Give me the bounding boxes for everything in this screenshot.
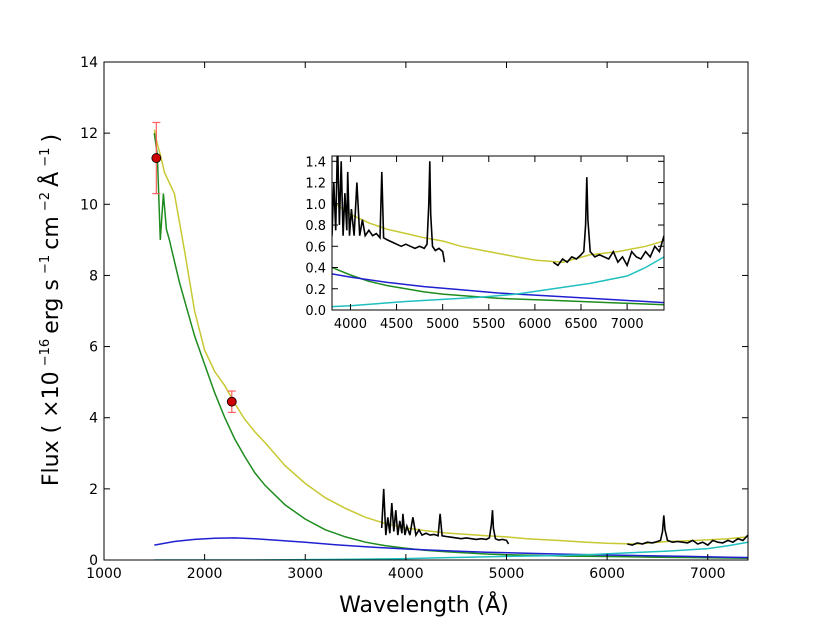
main-y-tick-label: 4 — [89, 411, 98, 427]
x-axis-title: Wavelength (Å) — [339, 591, 509, 618]
inset-frame — [331, 155, 665, 311]
inset-series-blue_model — [332, 273, 664, 304]
inset-y-tick-label: 0.4 — [305, 262, 326, 277]
main-series-green_model — [153, 132, 748, 559]
y-axis-title-prefix: Flux ( ×10 — [39, 371, 64, 486]
y-axis-title-exp4: −1 — [38, 148, 53, 167]
main-axes: 1000 2000 3000 4000 5000 6000 7000 0 2 4 6 8 10 12 14 — [80, 55, 749, 582]
inset-axes: 4000 4500 5000 5500 6000 6500 7000 0.0 0.2 0.4 0.6… — [305, 155, 665, 332]
main-series-observed — [627, 515, 748, 547]
inset-x-tick-label: 6500 — [564, 317, 597, 332]
inset-y-tick-label: 0.0 — [305, 304, 326, 319]
main-x-tick-label: 6000 — [589, 566, 625, 582]
y-axis-title-exp1: −16 — [38, 339, 53, 366]
y-axis-title-exp2: −1 — [38, 255, 53, 274]
main-series-observed — [380, 488, 510, 545]
inset-series-green_model — [332, 266, 664, 306]
inset-x-tick-label: 7000 — [611, 317, 644, 332]
inset-y-tick-label: 1.4 — [305, 155, 326, 170]
inset-x-tick-label: 4000 — [334, 317, 367, 332]
inset-x-tick-label: 5000 — [426, 317, 459, 332]
y-axis-title-exp3: −2 — [38, 192, 53, 211]
main-y-tick-label: 14 — [80, 55, 98, 71]
main-series-total_model — [153, 129, 748, 545]
y-axis-title-cm: cm — [39, 216, 64, 250]
inset-y-tick-label: 1.0 — [305, 198, 326, 213]
y-axis-title-erg: erg s — [39, 279, 64, 334]
main-x-tick-label: 7000 — [690, 566, 726, 582]
main-x-tick-label: 2000 — [187, 566, 223, 582]
main-y-tick-label: 6 — [89, 340, 98, 356]
main-series-blue_model — [154, 537, 748, 559]
inset-y-tick-label: 0.8 — [305, 219, 326, 234]
inset-y-tick-label: 1.2 — [305, 177, 326, 192]
inset-x-tick-label: 6000 — [518, 317, 551, 332]
inset-background — [332, 156, 664, 310]
main-frame — [103, 61, 749, 561]
inset-x-tick-label: 5500 — [472, 317, 505, 332]
inset-series-cyan_model — [332, 256, 664, 308]
main-x-tick-label: 5000 — [489, 566, 525, 582]
main-y-tick-label: 12 — [80, 126, 98, 142]
inset-y-tick-label: 0.2 — [305, 283, 326, 298]
main-y-tick-label: 2 — [89, 482, 98, 498]
main-y-tick-label: 8 — [89, 268, 98, 284]
inset-y-tick-label: 0.6 — [305, 240, 326, 255]
inset-series-total_model — [332, 200, 664, 263]
inset-series-observed — [332, 156, 446, 263]
inset-plot-area — [332, 156, 664, 310]
main-x-tick-label: 4000 — [388, 566, 424, 582]
main-y-tick-label: 10 — [80, 197, 98, 213]
main-y-tick-label: 0 — [89, 553, 98, 569]
photometry-point — [226, 396, 237, 407]
inset-series-observed — [552, 177, 664, 268]
y-axis-title: Flux ( ×10 −16 erg s −1 cm −2 Å −1 ) — [34, 134, 64, 486]
main-x-tick-label: 3000 — [287, 566, 323, 582]
inset-x-tick-label: 4500 — [380, 317, 413, 332]
y-axis-title-ang: Å — [37, 172, 64, 187]
main-x-tick-label: 1000 — [86, 566, 122, 582]
y-axis-title-suffix: ) — [39, 134, 64, 143]
photometry-point — [151, 153, 162, 163]
